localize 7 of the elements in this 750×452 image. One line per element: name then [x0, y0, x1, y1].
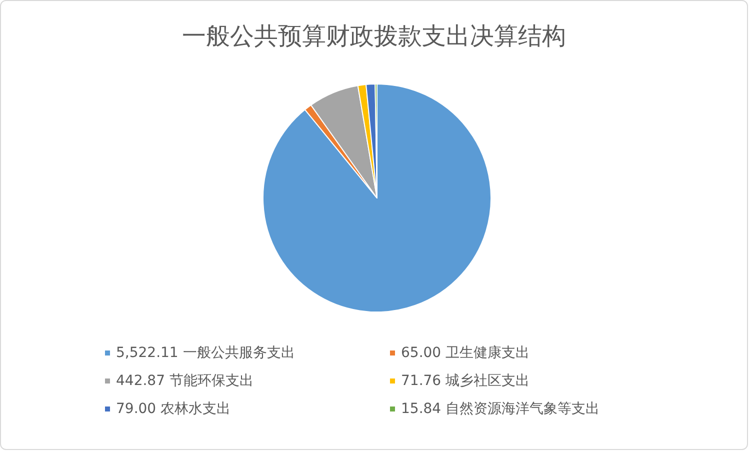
legend-label: 71.76 城乡社区支出 [401, 373, 530, 389]
legend-label: 442.87 节能环保支出 [116, 373, 254, 389]
legend-label: 65.00 卫生健康支出 [401, 345, 530, 361]
chart-title: 一般公共预算财政拨款支出决算结构 [182, 22, 566, 50]
legend-label: 5,522.11 一般公共服务支出 [116, 345, 295, 361]
legend-label: 15.84 自然资源海洋气象等支出 [401, 401, 600, 417]
legend-label: 79.00 农林水支出 [116, 401, 231, 417]
